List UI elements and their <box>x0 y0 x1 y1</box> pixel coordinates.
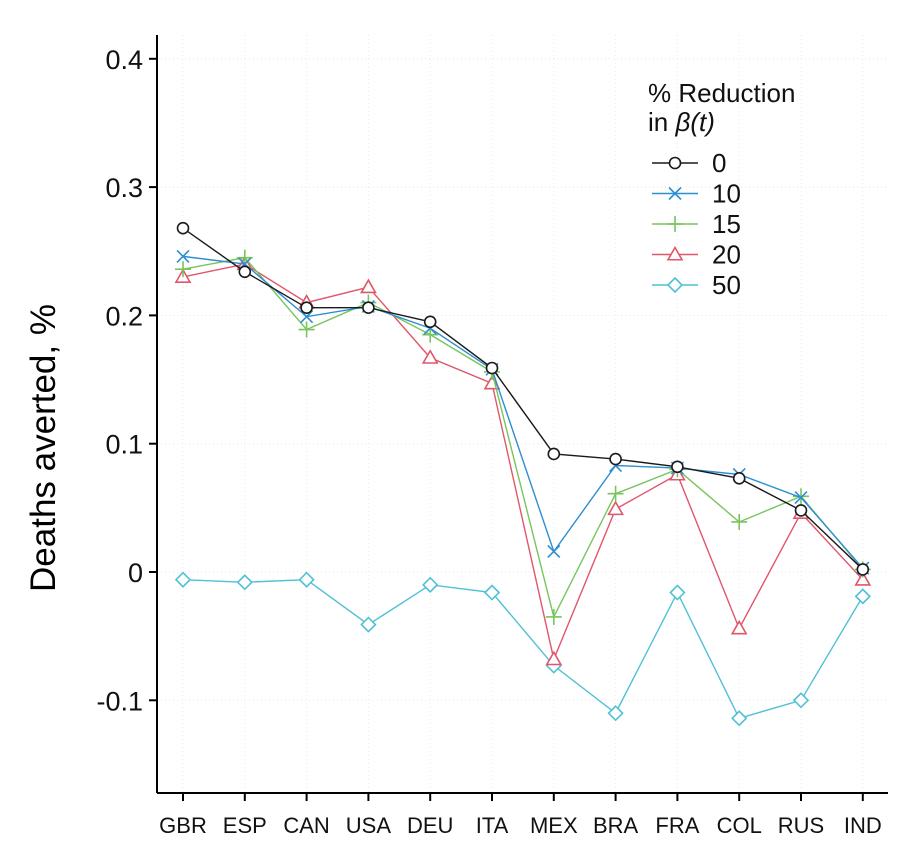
legend-marker-50 <box>666 276 684 294</box>
x-tick-label-gbr: GBR <box>159 813 207 838</box>
data-point-50-gbr <box>174 571 192 588</box>
data-point-50-ind <box>854 588 871 605</box>
data-point-0-rus <box>794 504 808 517</box>
x-tick-label-deu: DEU <box>407 813 453 838</box>
series-line-15 <box>182 256 864 619</box>
y-tick-label: -0.1 <box>96 686 143 716</box>
data-point-15-gbr <box>175 261 191 278</box>
data-point-20-bra <box>607 500 624 516</box>
data-point-0-esp <box>238 265 252 279</box>
y-tick-label: 0.4 <box>105 45 143 75</box>
legend-label-10: 10 <box>712 179 741 209</box>
y-axis-label: Deaths averted, % <box>24 304 63 592</box>
series-line-20 <box>182 263 864 662</box>
data-point-0-gbr <box>176 221 190 235</box>
data-point-10-can <box>300 310 314 324</box>
data-point-15-col <box>731 513 748 530</box>
y-tick-label: 0.3 <box>105 173 143 203</box>
data-point-20-ind <box>854 571 872 586</box>
data-point-50-rus <box>792 692 810 709</box>
legend-title-symbol: β(t) <box>674 107 714 137</box>
legend-marker-20 <box>666 245 684 261</box>
y-tick-label: 0 <box>128 558 143 588</box>
legend-item-10: 10 <box>652 179 741 209</box>
x-tick-label-esp: ESP <box>223 813 267 838</box>
data-point-50-usa <box>360 616 377 633</box>
series-line-10 <box>182 255 864 569</box>
data-point-10-rus <box>794 491 808 505</box>
legend-title-line1: % Reduction <box>648 78 795 108</box>
series-15 <box>175 249 871 625</box>
y-tick-label: 0.1 <box>105 430 143 460</box>
data-point-50-deu <box>422 576 439 593</box>
data-point-50-fra <box>669 584 686 601</box>
data-point-50-bra <box>607 704 624 722</box>
x-tick-label-usa: USA <box>346 813 392 838</box>
data-point-20-deu <box>421 349 439 364</box>
series-line-50 <box>182 578 864 720</box>
legend-marker-0 <box>668 156 682 170</box>
data-point-50-ita <box>483 584 501 601</box>
data-point-10-gbr <box>176 249 190 263</box>
series <box>174 221 872 727</box>
grid <box>157 35 888 793</box>
data-point-0-mex <box>547 447 561 461</box>
x-tick-label-fra: FRA <box>655 813 699 838</box>
data-point-0-ita <box>485 361 499 375</box>
data-point-20-mex <box>545 650 563 666</box>
data-point-15-mex <box>545 608 562 625</box>
series-line-0 <box>182 227 864 570</box>
data-point-50-can <box>298 571 315 588</box>
x-tick-label-mex: MEX <box>530 813 578 838</box>
x-tick-label-ita: ITA <box>476 813 509 838</box>
legend-marker-10 <box>668 186 682 201</box>
legend-title-line2: in β(t) <box>648 107 715 137</box>
series-0 <box>176 221 870 576</box>
legend-item-15: 15 <box>652 209 741 239</box>
x-tick-label-ind: IND <box>844 813 882 838</box>
legend-marker-15 <box>667 216 683 232</box>
legend-label-0: 0 <box>712 148 726 178</box>
data-point-0-fra <box>671 460 684 474</box>
legend-label-50: 50 <box>712 270 741 300</box>
x-tick-label-can: CAN <box>283 813 329 838</box>
legend-item-50: 50 <box>652 270 741 300</box>
data-point-50-esp <box>236 574 253 591</box>
legend-item-20: 20 <box>652 240 741 270</box>
legend-label-15: 15 <box>712 209 741 239</box>
data-point-0-ind <box>856 563 870 576</box>
y-tick-label: 0.2 <box>105 301 143 331</box>
data-point-10-mex <box>547 544 561 559</box>
series-50 <box>174 571 871 727</box>
data-point-20-usa <box>360 278 377 294</box>
data-point-0-can <box>300 301 313 315</box>
data-point-0-col <box>732 472 746 485</box>
x-tick-label-col: COL <box>717 813 762 838</box>
data-point-15-bra <box>607 485 624 502</box>
data-point-20-col <box>730 619 748 635</box>
x-tick-label-rus: RUS <box>778 813 824 838</box>
legend-label-20: 20 <box>712 240 741 270</box>
data-point-0-bra <box>609 452 622 466</box>
axes <box>156 35 888 794</box>
data-point-0-deu <box>423 315 437 329</box>
y-ticks: 0.4 0.3 0.2 0.1 0 -0.1 <box>96 45 157 716</box>
data-point-50-col <box>731 710 748 727</box>
legend-item-0: 0 <box>652 148 726 178</box>
data-point-0-usa <box>362 301 375 315</box>
legend-title-prefix: in <box>648 107 675 137</box>
x-tick-label-bra: BRA <box>593 813 639 838</box>
data-point-15-can <box>298 321 315 338</box>
x-ticks: GBR ESP CAN USA DEU ITA MEX BRA FRA COL RUS IND <box>159 793 882 838</box>
